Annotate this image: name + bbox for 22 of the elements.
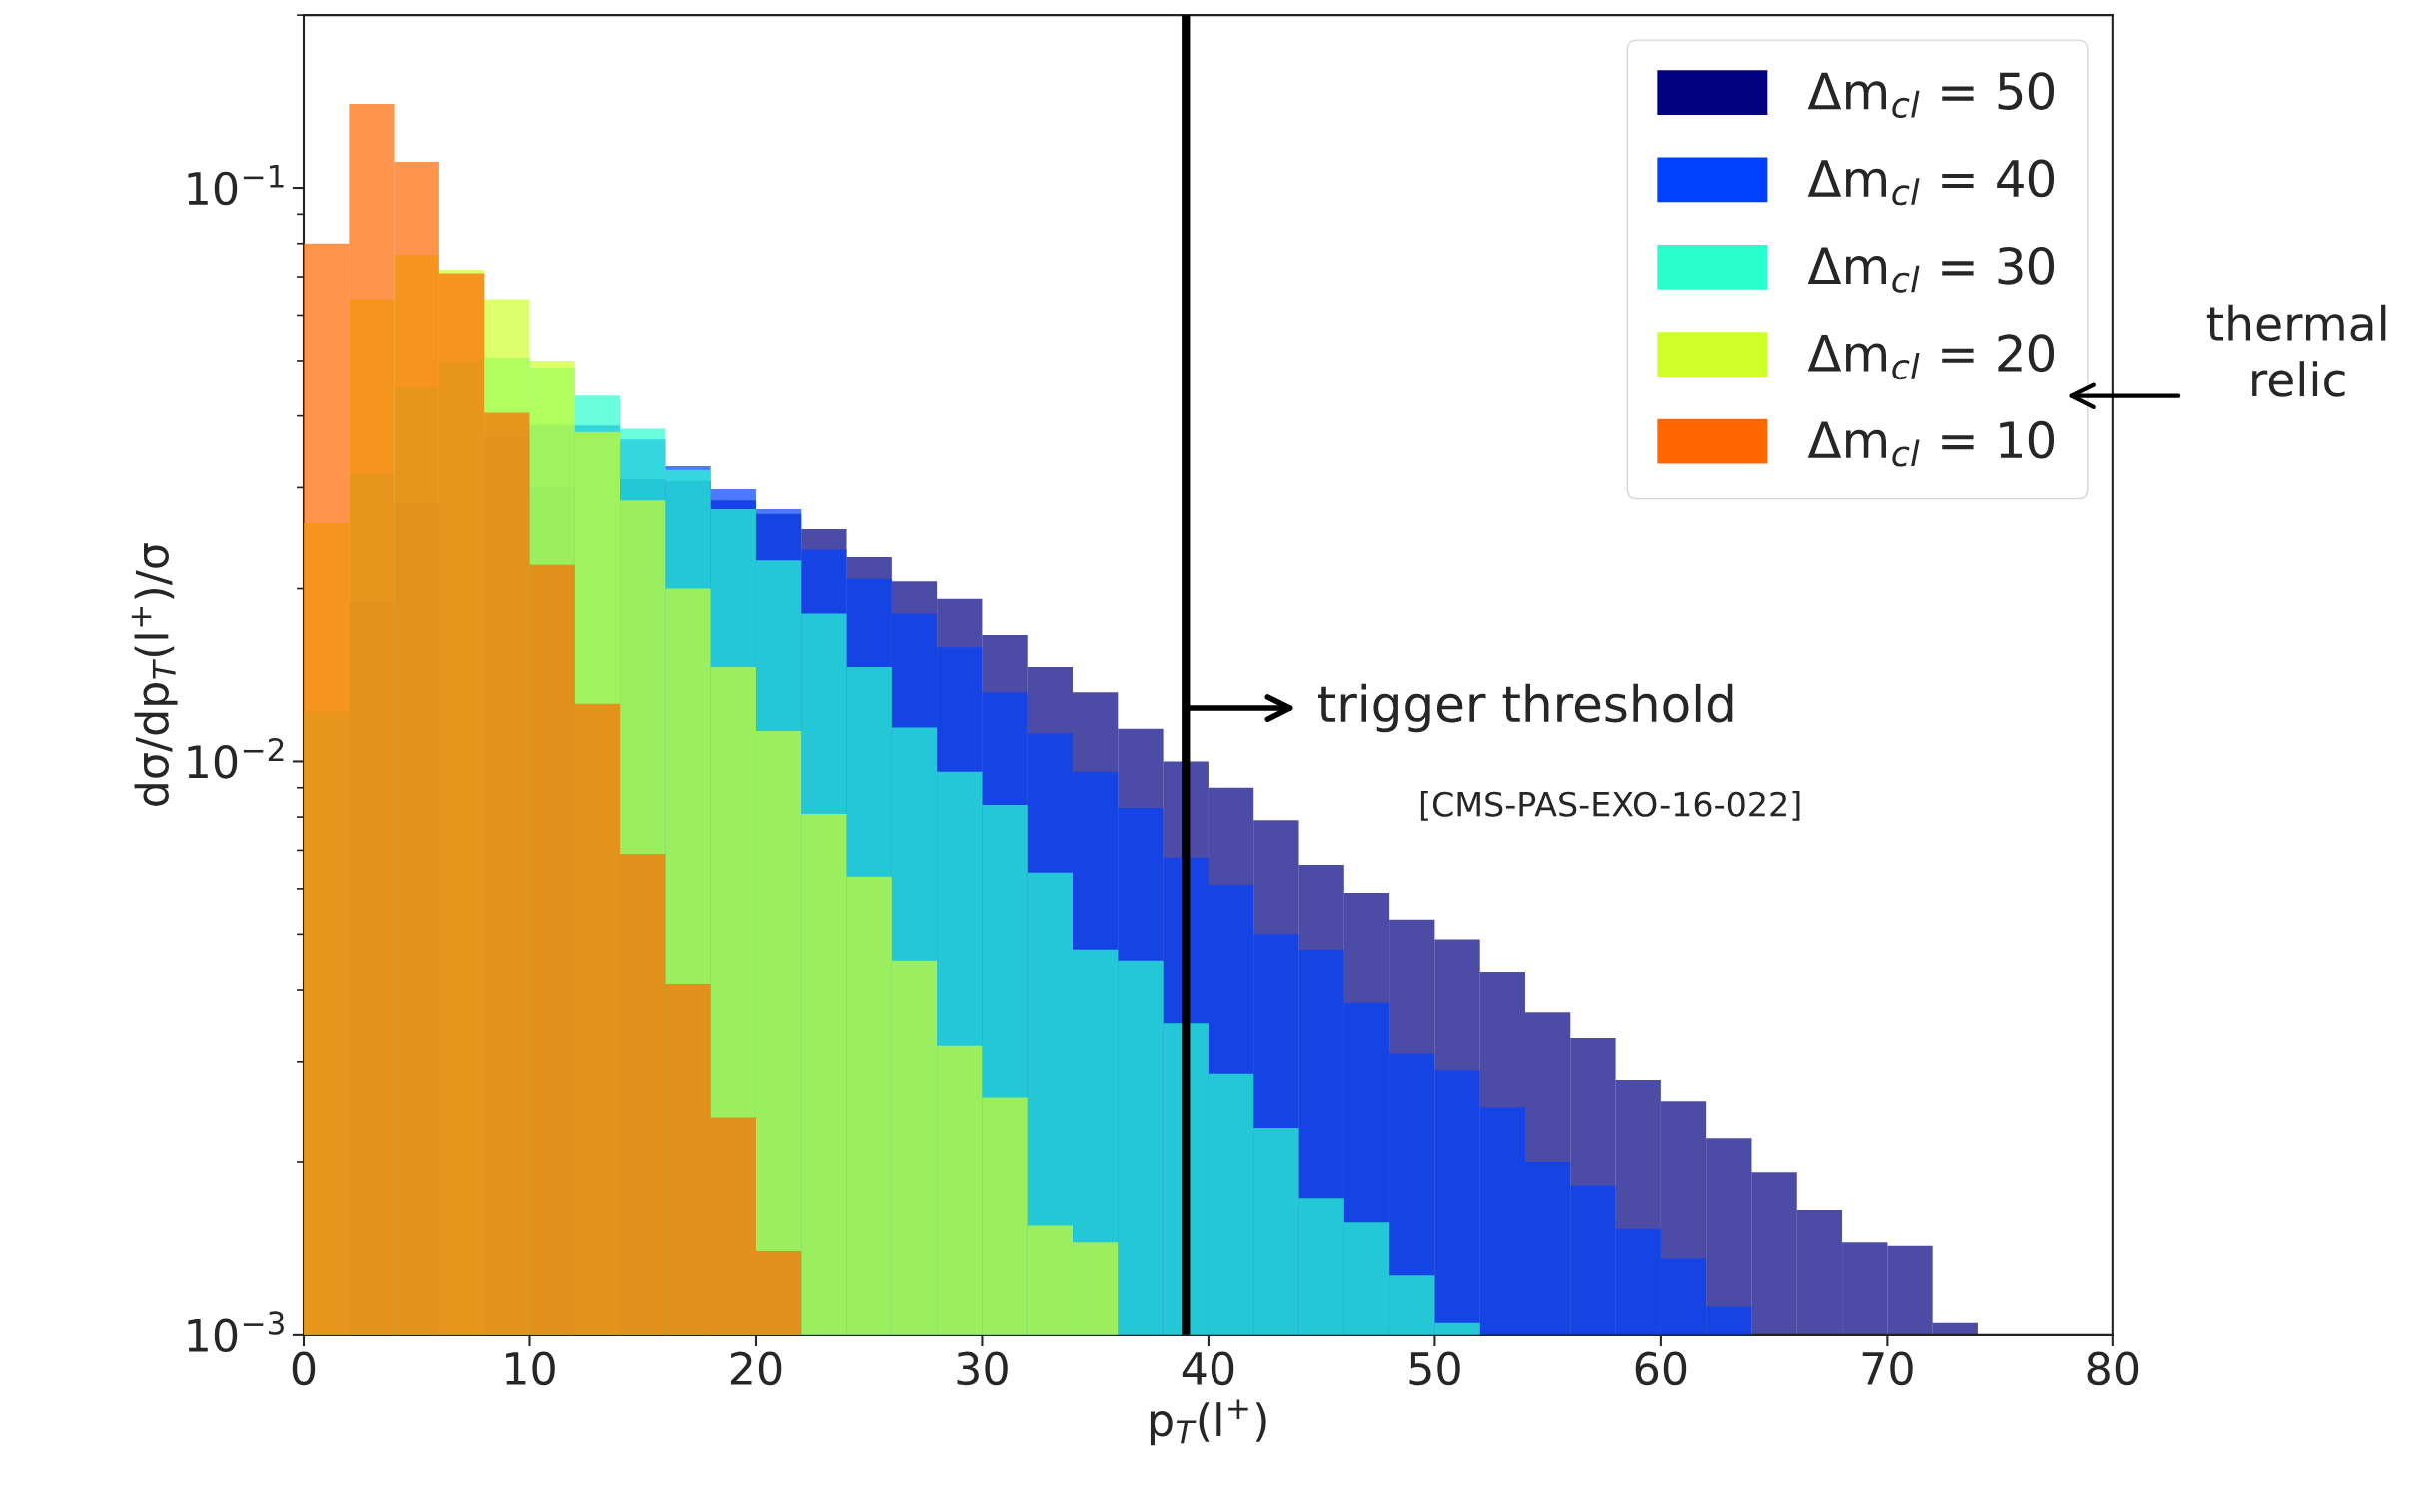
text: thermal relic: [2206, 304, 2386, 397]
x-tick-label: 70: [1862, 1351, 1913, 1386]
x-tick-label: 60: [1635, 1351, 1687, 1386]
legend-label: Δm$_{cl}$ = 10: [1807, 420, 2055, 467]
legend-label: Δm$_{cl}$ = 50: [1807, 72, 2055, 118]
y-tick-label: 10$^{−3}$: [188, 1311, 284, 1353]
x-tick-label: 40: [1182, 1351, 1234, 1386]
x-tick-label: 50: [1409, 1351, 1460, 1386]
x-tick-label: 30: [957, 1351, 1008, 1386]
x-tick-label: 10: [506, 1351, 555, 1386]
x-tick-label: 80: [2087, 1351, 2139, 1386]
x-axis-title: p$_{T}$(l$^{+}$): [1150, 1399, 1266, 1446]
y-axis-title: dσ/dp$_{T}$(l$^{+}$)/σ: [131, 543, 178, 806]
legend-label: Δm$_{cl}$ = 20: [1807, 334, 2055, 380]
legend-label: Δm$_{cl}$ = 30: [1807, 246, 2055, 293]
legend-label: Δm$_{cl}$ = 40: [1807, 159, 2055, 206]
ref-line-label: trigger threshold: [1317, 683, 1733, 733]
x-tick-label: 20: [730, 1351, 782, 1386]
annotation: [CMS-PAS-EXO-16-022]: [1420, 791, 1800, 821]
x-tick-label: 0: [292, 1351, 316, 1386]
y-tick-label: 10$^{−2}$: [188, 737, 284, 779]
y-tick-label: 10$^{−1}$: [188, 164, 284, 206]
